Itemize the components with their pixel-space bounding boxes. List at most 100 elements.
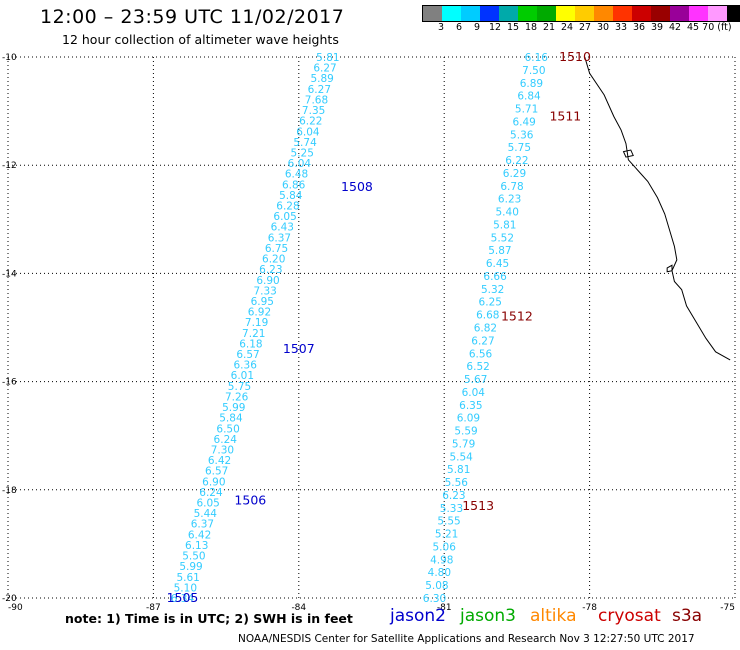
wave-height-value: 5.33 bbox=[440, 503, 463, 515]
wave-height-value: 5.36 bbox=[510, 129, 534, 141]
wave-height-value: 5.84 bbox=[219, 413, 243, 425]
wave-height-value: 5.81 bbox=[447, 464, 470, 476]
wave-height-value: 6.20 bbox=[262, 254, 285, 266]
wave-height-value: 6.27 bbox=[313, 63, 336, 75]
wave-height-value: 6.75 bbox=[265, 243, 288, 255]
wave-height-value: 5.55 bbox=[437, 516, 460, 528]
x-tick-label: -84 bbox=[291, 603, 306, 613]
wave-height-value: 6.37 bbox=[191, 519, 214, 531]
wave-height-value: 6.18 bbox=[239, 338, 262, 350]
y-tick-label: -12 bbox=[2, 161, 17, 171]
pass-label: 1507 bbox=[283, 341, 315, 356]
pass-label: 1512 bbox=[501, 309, 533, 324]
page-subtitle: 12 hour collection of altimeter wave hei… bbox=[62, 32, 339, 47]
x-tick-label: -81 bbox=[437, 603, 452, 613]
wave-height-value: 5.21 bbox=[435, 529, 458, 541]
legend-s3a: s3a bbox=[672, 606, 703, 626]
wave-height-value: 5.10 bbox=[174, 582, 197, 594]
wave-height-value: 6.24 bbox=[199, 487, 223, 499]
scale-label: 12 bbox=[488, 22, 502, 33]
wave-height-value: 6.34 bbox=[171, 593, 195, 605]
scale-label: 70 (ft) bbox=[702, 22, 732, 33]
pass-label: 1508 bbox=[341, 179, 373, 194]
legend-cryosat: cryosat bbox=[598, 606, 661, 626]
scale-label: 21 bbox=[542, 22, 556, 33]
wave-height-value: 7.21 bbox=[242, 328, 265, 340]
wave-height-value: 6.68 bbox=[476, 310, 499, 322]
wave-height-value: 6.42 bbox=[188, 529, 211, 541]
wave-height-value: 6.89 bbox=[520, 78, 543, 90]
legend-jason2: jason2 bbox=[390, 606, 446, 626]
scale-swatch bbox=[708, 6, 727, 21]
page-title: 12:00 – 23:59 UTC 11/02/2017 bbox=[40, 6, 345, 28]
wave-height-value: 7.68 bbox=[305, 94, 328, 106]
wave-height-value: 6.50 bbox=[216, 423, 239, 435]
scale-swatch bbox=[651, 6, 670, 21]
wave-height-value: 5.81 bbox=[316, 52, 339, 64]
x-tick-label: -87 bbox=[146, 603, 161, 613]
wave-height-value: 6.05 bbox=[196, 498, 219, 510]
scale-label: 36 bbox=[632, 22, 646, 33]
wave-height-value: 5.74 bbox=[293, 137, 317, 149]
scale-swatch bbox=[613, 6, 632, 21]
pass-label: 1511 bbox=[549, 109, 581, 124]
wave-height-value: 5.08 bbox=[425, 580, 448, 592]
wave-height-value: 6.16 bbox=[525, 52, 549, 64]
wave-height-value: 6.24 bbox=[214, 434, 238, 446]
scale-swatch bbox=[480, 6, 499, 21]
scale-swatch bbox=[632, 6, 651, 21]
legend-jason3: jason3 bbox=[460, 606, 516, 626]
scale-label: 9 bbox=[473, 22, 481, 33]
scale-label: 27 bbox=[578, 22, 592, 33]
wave-height-value: 6.22 bbox=[299, 116, 322, 128]
wave-height-value: 4.80 bbox=[428, 567, 451, 579]
scale-label: 39 bbox=[650, 22, 664, 33]
scale-swatch bbox=[442, 6, 461, 21]
wave-height-value: 6.01 bbox=[231, 370, 254, 382]
wave-height-value: 5.99 bbox=[179, 561, 202, 573]
wave-height-value: 7.26 bbox=[225, 391, 249, 403]
wave-height-value: 6.43 bbox=[271, 222, 294, 234]
wave-height-value: 6.27 bbox=[471, 335, 494, 347]
wave-height-value: 5.67 bbox=[464, 374, 487, 386]
y-tick-label: -16 bbox=[2, 378, 17, 388]
wave-height-value: 6.78 bbox=[500, 181, 523, 193]
wave-height-value: 6.25 bbox=[479, 297, 502, 309]
axis-tick-labels: -90 -87 -84 -81 -78 -75 -10 -12 -14 -16 -18 -20 bbox=[2, 53, 735, 613]
wave-height-value: 6.36 bbox=[234, 360, 258, 372]
wave-height-value: 6.49 bbox=[512, 116, 535, 128]
wave-height-value: 6.37 bbox=[268, 232, 291, 244]
wave-height-value: 6.23 bbox=[442, 490, 465, 502]
wave-height-value: 6.92 bbox=[248, 307, 271, 319]
y-tick-label: -14 bbox=[2, 269, 17, 279]
wave-height-value: 5.75 bbox=[228, 381, 251, 393]
scale-label: 42 bbox=[668, 22, 682, 33]
wave-height-value: 6.90 bbox=[256, 275, 279, 287]
pass-label: 1513 bbox=[462, 498, 494, 513]
coastline bbox=[584, 56, 731, 361]
wave-height-value: 6.42 bbox=[208, 455, 231, 467]
note-text: note: 1) Time is in UTC; 2) SWH is in fe… bbox=[65, 611, 353, 626]
wave-height-color-scale bbox=[422, 5, 740, 22]
wave-height-value: 5.87 bbox=[488, 245, 511, 257]
scale-swatch bbox=[727, 6, 740, 21]
wave-height-value: 7.33 bbox=[253, 285, 276, 297]
wave-height-value: 6.35 bbox=[459, 400, 482, 412]
wave-height-value: 5.32 bbox=[481, 284, 504, 296]
map-grid bbox=[7, 56, 736, 599]
wave-height-value: 6.09 bbox=[457, 413, 480, 425]
x-tick-label: -90 bbox=[8, 603, 23, 613]
wave-height-value: 7.30 bbox=[211, 444, 234, 456]
wave-height-value: 6.13 bbox=[185, 540, 208, 552]
wave-height-value: 7.50 bbox=[522, 65, 545, 77]
scale-label: 15 bbox=[506, 22, 520, 33]
wave-height-values: 5.816.275.896.277.687.356.226.045.745.25… bbox=[171, 52, 549, 605]
wave-height-value: 5.44 bbox=[194, 508, 218, 520]
wave-height-value: 6.04 bbox=[296, 126, 320, 138]
legend-altika: altika bbox=[530, 606, 577, 626]
wave-height-value: 6.28 bbox=[276, 201, 299, 213]
pass-label: 1505 bbox=[167, 590, 199, 605]
wave-height-value: 6.82 bbox=[474, 323, 497, 335]
wave-height-value: 5.84 bbox=[279, 190, 303, 202]
wave-height-value: 6.52 bbox=[466, 361, 489, 373]
